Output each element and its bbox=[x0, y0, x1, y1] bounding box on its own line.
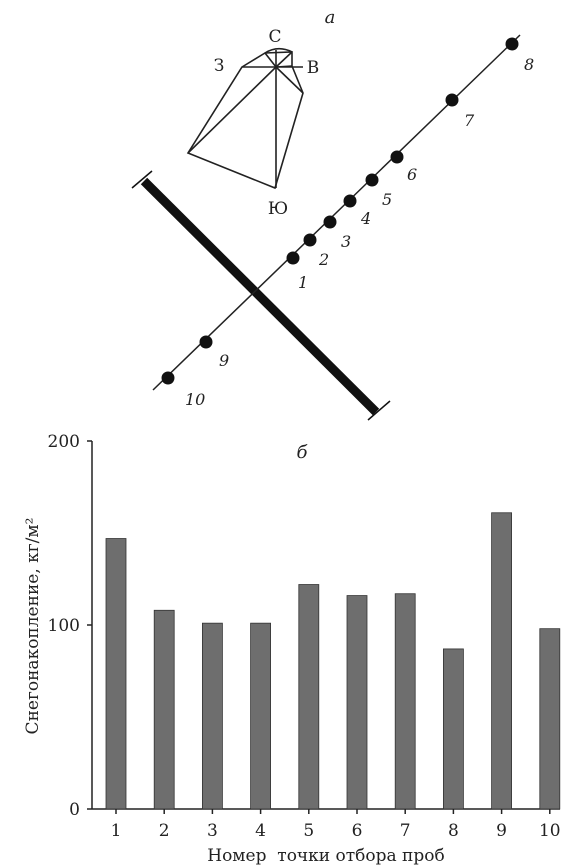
sampling-point-label: 2 bbox=[318, 250, 329, 269]
y-tick-label: 0 bbox=[69, 800, 80, 820]
sampling-point-label: 3 bbox=[341, 232, 351, 251]
sampling-point-label: 5 bbox=[382, 190, 392, 209]
compass-ray-3 bbox=[265, 53, 276, 67]
compass-north-label: С bbox=[268, 27, 281, 47]
sampling-point bbox=[287, 252, 300, 265]
sampling-point bbox=[366, 174, 379, 187]
x-tick-label: 2 bbox=[159, 821, 170, 841]
sampling-point bbox=[344, 195, 357, 208]
sampling-point-label: 6 bbox=[407, 165, 417, 184]
compass-south-label: Ю bbox=[268, 199, 288, 219]
bar bbox=[443, 649, 463, 809]
panel-b-label: б bbox=[297, 442, 309, 463]
bar bbox=[395, 594, 415, 809]
x-tick-label: 6 bbox=[352, 821, 363, 841]
x-tick-label: 7 bbox=[400, 821, 411, 841]
plan-outline bbox=[188, 52, 303, 188]
y-tick-label: 100 bbox=[48, 616, 80, 636]
bar bbox=[202, 623, 222, 809]
x-tick-label: 3 bbox=[207, 821, 218, 841]
compass-ray-4 bbox=[276, 52, 292, 67]
compass-rose bbox=[188, 49, 303, 188]
sampling-point bbox=[506, 38, 519, 51]
y-tick-label: 200 bbox=[48, 432, 80, 452]
sampling-point-label: 8 bbox=[524, 55, 534, 74]
bar bbox=[492, 513, 512, 809]
compass-east-label: В bbox=[307, 58, 320, 78]
compass-ray-5 bbox=[276, 66, 292, 67]
sampling-point bbox=[446, 94, 459, 107]
x-tick-label: 8 bbox=[448, 821, 459, 841]
sampling-point-label: 1 bbox=[298, 273, 308, 292]
x-tick-label: 10 bbox=[539, 821, 561, 841]
x-tick-label: 4 bbox=[255, 821, 266, 841]
sampling-point bbox=[324, 216, 337, 229]
barrier-bar bbox=[144, 181, 376, 412]
bar bbox=[106, 539, 126, 809]
sampling-point bbox=[200, 336, 213, 349]
y-ticks: 0 100 200 bbox=[48, 432, 92, 820]
bar bbox=[347, 596, 367, 809]
sampling-point bbox=[304, 234, 317, 247]
compass-west-label: З bbox=[214, 56, 225, 76]
compass-ray-2 bbox=[276, 67, 303, 93]
x-tick-label: 1 bbox=[111, 821, 122, 841]
x-tick-label: 9 bbox=[496, 821, 507, 841]
x-axis-label: Номер точки отбора проб bbox=[207, 846, 445, 866]
x-ticks: 1 2 3 4 5 6 7 8 9 10 bbox=[111, 809, 561, 841]
y-axis-label: Снегонакопление, кг/м² bbox=[23, 518, 43, 735]
bar bbox=[251, 623, 271, 809]
sampling-point-label: 9 bbox=[219, 351, 229, 370]
sampling-point bbox=[162, 372, 175, 385]
compass-ray-1 bbox=[188, 67, 276, 153]
bar bbox=[154, 610, 174, 809]
panel-a-label: а bbox=[325, 7, 336, 28]
sampling-point-label: 4 bbox=[360, 209, 371, 228]
sampling-point-label: 10 bbox=[185, 390, 205, 409]
x-tick-label: 5 bbox=[303, 821, 314, 841]
bar bbox=[299, 585, 319, 809]
sampling-point-label: 7 bbox=[464, 111, 475, 130]
sampling-point bbox=[391, 151, 404, 164]
panel-b: б 0 100 200 1 2 3 4 5 6 7 8 9 10 Снегонакопление, к… bbox=[23, 432, 561, 866]
bar bbox=[540, 629, 560, 809]
bars bbox=[106, 513, 560, 809]
